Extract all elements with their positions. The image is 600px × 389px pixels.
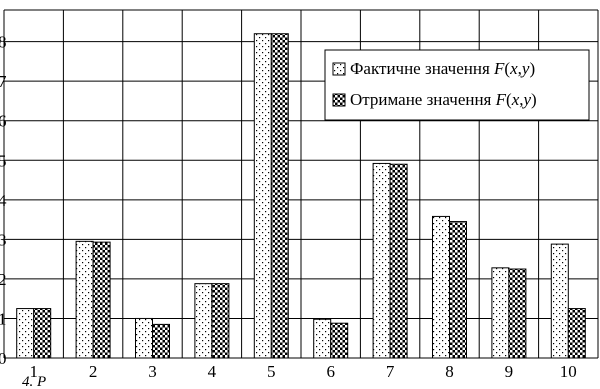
- bottom-caption-fragment: 4. Р: [22, 374, 46, 389]
- bar-actual-9: [491, 267, 510, 359]
- x-tick-label-2: 2: [89, 362, 98, 381]
- legend-label-obtained-f: F: [495, 90, 507, 109]
- x-tick-label-8: 8: [445, 362, 454, 381]
- legend-label-obtained: Отримане значення F(x,y): [350, 90, 537, 109]
- bar-actual-2: [75, 240, 94, 359]
- legend-frame: [324, 49, 590, 121]
- legend-label-obtained-close: ): [531, 90, 537, 109]
- legend-label-actual-comma: ,: [518, 59, 522, 78]
- bar-obtained-5: [270, 33, 289, 359]
- bar-obtained-8: [449, 221, 467, 359]
- x-tick-label-9: 9: [505, 362, 514, 381]
- x-tick-label-5: 5: [267, 362, 276, 381]
- legend-swatch-obtained: [332, 93, 346, 107]
- legend-label-obtained-comma: ,: [519, 90, 523, 109]
- bars: [16, 33, 586, 359]
- legend-swatch-actual: [332, 62, 346, 76]
- legend-label-obtained-open: (: [506, 90, 512, 109]
- y-tick-label-5: 5: [0, 151, 7, 170]
- legend: Фактичне значення F(x,y) Отримане значен…: [324, 49, 590, 121]
- legend-label-actual-prefix: Фактичне значення: [350, 59, 494, 78]
- tick-labels: 0 1 2 3 4 5 6 7 8 1 2 3 4 5 6 7 8 9 10: [0, 33, 577, 381]
- bar-actual-5: [253, 33, 272, 359]
- bar-actual-8: [432, 215, 450, 359]
- bar-actual-1: [16, 308, 35, 359]
- legend-label-actual-close: ): [529, 59, 535, 78]
- bar-actual-10: [550, 243, 569, 359]
- bar-obtained-1: [33, 308, 52, 359]
- bar-actual-7: [372, 162, 391, 359]
- grid: [3, 9, 599, 359]
- legend-label-obtained-y: y: [522, 90, 532, 109]
- legend-label-obtained-x: x: [511, 90, 520, 109]
- y-tick-label-2: 2: [0, 270, 7, 289]
- bar-obtained-2: [92, 241, 111, 359]
- x-tick-label-1: 1: [29, 362, 38, 381]
- bar-obtained-4: [211, 283, 230, 359]
- x-tick-label-7: 7: [386, 362, 395, 381]
- legend-label-obtained-prefix: Отримане значення: [350, 90, 496, 109]
- y-tick-label-1: 1: [0, 309, 7, 328]
- y-tick-label-4: 4: [0, 191, 7, 210]
- x-tick-label-4: 4: [208, 362, 217, 381]
- y-tick-label-6: 6: [0, 112, 7, 131]
- bar-actual-6: [313, 318, 332, 359]
- legend-label-actual-open: (: [504, 59, 510, 78]
- legend-label-actual-f: F: [493, 59, 505, 78]
- y-tick-label-7: 7: [0, 72, 7, 91]
- x-tick-label-10: 10: [560, 362, 577, 381]
- y-tick-label-8: 8: [0, 33, 7, 52]
- x-tick-label-3: 3: [148, 362, 157, 381]
- legend-label-actual: Фактичне значення F(x,y): [350, 59, 535, 78]
- bar-obtained-7: [389, 163, 408, 359]
- bar-actual-4: [194, 283, 213, 359]
- bar-actual-3: [135, 317, 153, 359]
- bar-obtained-10: [567, 308, 586, 359]
- legend-label-actual-y: y: [520, 59, 530, 78]
- bar-obtained-6: [330, 322, 349, 359]
- bar-obtained-9: [508, 268, 527, 359]
- bar-obtained-3: [152, 323, 170, 359]
- x-tick-label-6: 6: [326, 362, 335, 381]
- y-tick-label-3: 3: [0, 230, 7, 249]
- legend-label-actual-x: x: [509, 59, 518, 78]
- y-tick-label-0: 0: [0, 349, 7, 368]
